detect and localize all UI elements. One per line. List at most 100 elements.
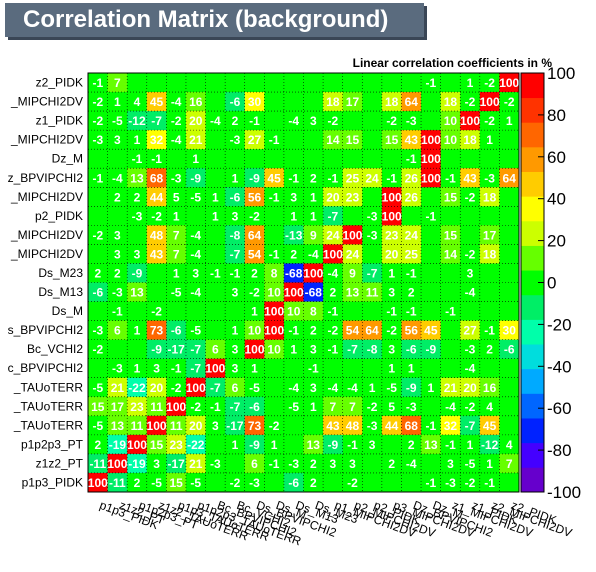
heatmap-cell — [303, 358, 324, 379]
cell-value-label: 2 — [94, 438, 101, 452]
cell-value-label: -4 — [288, 114, 299, 128]
cell-value-label: 56 — [248, 190, 262, 204]
cell-value-label: -5 — [92, 381, 103, 395]
color-scale-segment — [521, 122, 544, 148]
cell-value-label: -4 — [210, 114, 221, 128]
row-label: z2_PIDK — [36, 76, 83, 90]
heatmap-cell — [205, 434, 226, 455]
heatmap-cell — [205, 149, 226, 169]
heatmap-cell — [283, 377, 304, 398]
cell-value-label: -2 — [269, 419, 280, 433]
heatmap-cell — [479, 301, 500, 321]
heatmap-cell — [283, 434, 304, 455]
cell-value-label: 3 — [153, 457, 160, 471]
heatmap-cell — [264, 92, 285, 112]
cell-value-label: -19 — [109, 438, 127, 452]
heatmap-cell — [244, 415, 265, 436]
heatmap-cell — [166, 111, 187, 131]
heatmap-cell — [499, 111, 520, 131]
heatmap-cell — [107, 358, 128, 379]
cell-value-label: -17 — [167, 343, 185, 357]
cell-value-label: 100 — [421, 133, 441, 147]
heatmap-cell — [440, 187, 461, 207]
heatmap-cell — [323, 244, 344, 264]
cell-value-label: -1 — [484, 476, 495, 490]
cell-value-label: 17 — [483, 228, 497, 242]
cell-value-label: 100 — [480, 95, 500, 109]
cell-value-label: 2 — [486, 343, 493, 357]
heatmap-cell — [185, 453, 206, 474]
cell-value-label: 1 — [212, 209, 219, 223]
heatmap-cell — [381, 206, 402, 226]
heatmap-cell — [88, 434, 108, 455]
heatmap-cell — [88, 168, 108, 188]
cell-value-label: 2 — [408, 286, 415, 300]
heatmap-cell — [440, 415, 461, 436]
heatmap-cell — [421, 320, 442, 341]
cell-value-label: -2 — [328, 114, 339, 128]
heatmap-cell — [264, 358, 285, 379]
cell-value-label: -2 — [92, 228, 103, 242]
heatmap-cell — [107, 339, 128, 360]
heatmap-cell — [323, 434, 344, 455]
heatmap-cell — [499, 187, 520, 207]
heatmap-cell — [303, 301, 324, 321]
cell-value-label: -3 — [367, 228, 378, 242]
cell-value-label: 45 — [483, 419, 497, 433]
heatmap-cell — [401, 244, 422, 264]
cell-value-label: 100 — [88, 476, 108, 490]
heatmap-cell — [166, 149, 187, 169]
heatmap-cell — [401, 73, 422, 93]
color-scale-tick-label: -60 — [547, 399, 572, 418]
heatmap-cell — [303, 415, 324, 436]
heatmap-cell — [323, 206, 344, 226]
cell-value-label: -2 — [92, 95, 103, 109]
cell-value-label: -1 — [151, 152, 162, 166]
heatmap-cell — [244, 396, 265, 417]
heatmap-cell — [421, 339, 442, 360]
cell-value-label: 4 — [134, 95, 141, 109]
heatmap-cell — [88, 92, 108, 112]
heatmap-cell — [381, 168, 402, 188]
cell-value-label: 20 — [385, 247, 399, 261]
cell-value-label: -1 — [288, 324, 299, 338]
color-scale-segment — [521, 393, 544, 419]
cell-value-label: 3 — [388, 286, 395, 300]
color-scale-segment — [521, 368, 544, 394]
heatmap-cell — [499, 263, 520, 283]
cell-value-label: -5 — [249, 381, 260, 395]
cell-value-label: 32 — [444, 419, 458, 433]
heatmap-cell — [225, 453, 246, 474]
heatmap-cell — [205, 377, 226, 398]
heatmap-cell — [127, 282, 148, 302]
color-scale-segment — [521, 294, 544, 320]
cell-value-label: 43 — [405, 133, 419, 147]
cell-value-label: 43 — [150, 247, 164, 261]
heatmap-cell — [107, 415, 128, 436]
heatmap-cell — [146, 92, 167, 112]
heatmap-cell — [479, 187, 500, 207]
cell-value-label: -1 — [92, 171, 103, 185]
cell-value-label: 10 — [267, 286, 281, 300]
heatmap-cell — [421, 187, 442, 207]
heatmap-cell — [381, 434, 402, 455]
heatmap-cell — [146, 73, 167, 93]
heatmap-cell — [225, 472, 246, 493]
heatmap-cell — [401, 453, 422, 474]
cell-value-label: -6 — [406, 343, 417, 357]
cell-value-label: 45 — [424, 324, 438, 338]
heatmap-cell — [421, 472, 442, 493]
color-scale: 100 80 60 40 20 0 -20 -40 -60 -80 -100 — [520, 64, 581, 502]
heatmap-cell — [264, 434, 285, 455]
heatmap-cell — [421, 415, 442, 436]
cell-value-label: -3 — [230, 133, 241, 147]
heatmap-cell — [146, 244, 167, 264]
heatmap-cell — [342, 415, 363, 436]
heatmap-cell — [185, 396, 206, 417]
heatmap-cell — [146, 453, 167, 474]
heatmap-cell — [205, 301, 226, 321]
cell-value-label: 20 — [326, 190, 340, 204]
heatmap-cell — [342, 111, 363, 131]
cell-value-label: 32 — [150, 133, 164, 147]
